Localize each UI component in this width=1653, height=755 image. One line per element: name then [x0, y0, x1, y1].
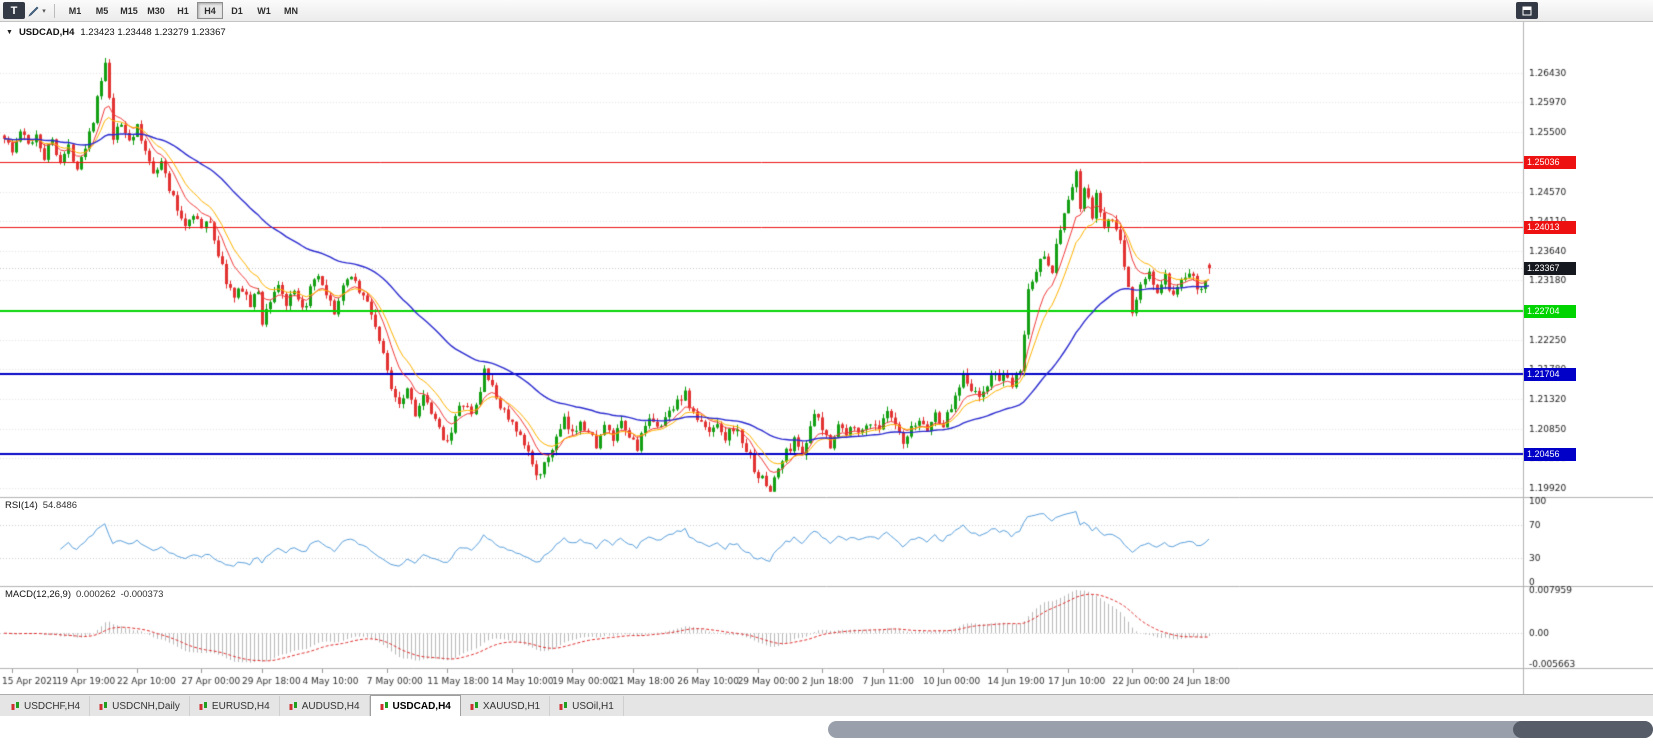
tab-chart-icon [380, 701, 388, 710]
tab-label: AUDUSD,H4 [301, 700, 360, 712]
bottom-strip [0, 716, 1653, 755]
chart-tab-eurusd-h4[interactable]: EURUSD,H4 [190, 696, 280, 716]
timeframe-button-d1[interactable]: D1 [224, 2, 250, 19]
timeframe-button-w1[interactable]: W1 [251, 2, 277, 19]
terminal-tool-button[interactable]: T [3, 2, 25, 19]
tab-chart-icon [559, 701, 568, 710]
scrollbar-thumb[interactable] [1513, 721, 1653, 738]
timeframe-button-m5[interactable]: M5 [89, 2, 115, 19]
timeframe-button-h1[interactable]: H1 [170, 2, 196, 19]
rsi-label: RSI(14) 54.8486 [5, 500, 78, 511]
tab-label: USDCAD,H4 [392, 700, 451, 712]
timeframe-button-h4[interactable]: H4 [197, 2, 223, 19]
tab-label: USDCHF,H4 [24, 700, 81, 712]
tab-chart-icon [289, 701, 297, 710]
chart-dropdown-icon[interactable]: ▼ [6, 29, 13, 36]
ohlc-values: 1.23423 1.23448 1.23279 1.23367 [80, 27, 226, 38]
chart-tab-usdcad-h4[interactable]: USDCAD,H4 [369, 695, 461, 716]
chart-tab-bar: USDCHF,H4 USDCNH,Daily EURUSD,H4 AUDUSD,H4 U… [0, 694, 1653, 716]
tab-chart-icon [11, 701, 19, 710]
draw-tools-button[interactable]: ▾ [27, 2, 47, 19]
tab-chart-icon [470, 701, 478, 710]
top-toolbar: T ▾ M1 M5 M15 M30 H1 H4 D1 W1 MN [0, 0, 1653, 22]
tab-label: USOil,H1 [572, 700, 614, 712]
chart-tab-usoil-h1[interactable]: USOil,H1 [550, 696, 624, 716]
timeframe-button-mn[interactable]: MN [278, 2, 304, 19]
toolbar-right-button[interactable] [1516, 2, 1538, 19]
chart-tab-xauusd-h1[interactable]: XAUUSD,H1 [461, 696, 551, 716]
chart-tab-usdchf-h4[interactable]: USDCHF,H4 [2, 696, 91, 716]
dropdown-caret-icon: ▾ [42, 7, 46, 15]
chart-tab-audusd-h4[interactable]: AUDUSD,H4 [280, 696, 370, 716]
macd-name: MACD(12,26,9) [5, 589, 71, 600]
tab-chart-icon [99, 701, 108, 710]
timeframe-button-m1[interactable]: M1 [62, 2, 88, 19]
macd-value-signal: -0.000373 [120, 589, 164, 600]
price-chart-canvas[interactable] [0, 22, 1653, 694]
tab-chart-icon [199, 701, 207, 710]
timeframe-button-m15[interactable]: M15 [116, 2, 142, 19]
tab-label: USDCNH,Daily [112, 700, 180, 712]
toolbar-separator [54, 3, 55, 18]
tab-label: EURUSD,H4 [211, 700, 270, 712]
rsi-name: RSI(14) [5, 500, 38, 511]
macd-value-main: 0.000262 [76, 589, 116, 600]
panel-icon [1522, 6, 1532, 15]
chart-tab-usdcnh-daily[interactable]: USDCNH,Daily [90, 696, 190, 716]
chart-area: ▼ USDCAD,H4 1.23423 1.23448 1.23279 1.23… [0, 22, 1653, 694]
timeframe-group: M1 M5 M15 M30 H1 H4 D1 W1 MN [62, 2, 304, 19]
terminal-tool-label: T [10, 4, 18, 17]
horizontal-scrollbar[interactable] [828, 721, 1653, 738]
symbol-period-label: USDCAD,H4 [18, 27, 75, 38]
rsi-value: 54.8486 [42, 500, 78, 511]
timeframe-button-m30[interactable]: M30 [143, 2, 169, 19]
chart-title: ▼ USDCAD,H4 1.23423 1.23448 1.23279 1.23… [6, 27, 226, 38]
tab-label: XAUUSD,H1 [482, 700, 541, 712]
macd-label: MACD(12,26,9) 0.000262 -0.000373 [5, 589, 164, 600]
pencil-icon [28, 6, 39, 17]
